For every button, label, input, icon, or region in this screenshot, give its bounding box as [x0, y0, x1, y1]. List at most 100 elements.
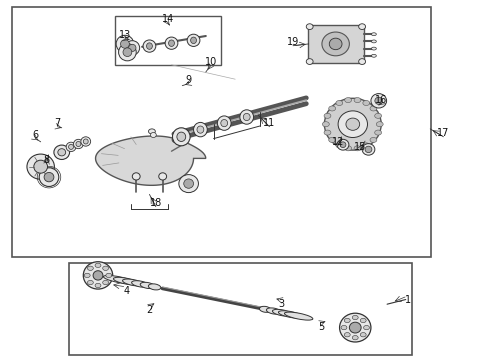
- Ellipse shape: [147, 43, 152, 49]
- Text: 8: 8: [44, 155, 49, 165]
- Ellipse shape: [179, 175, 198, 193]
- Ellipse shape: [340, 142, 346, 148]
- Ellipse shape: [259, 306, 271, 312]
- Ellipse shape: [177, 132, 186, 141]
- Ellipse shape: [114, 277, 138, 285]
- Ellipse shape: [169, 40, 174, 46]
- Ellipse shape: [338, 111, 368, 138]
- Text: 5: 5: [318, 321, 324, 332]
- Ellipse shape: [354, 146, 361, 151]
- Ellipse shape: [324, 113, 331, 118]
- Ellipse shape: [54, 145, 70, 159]
- Ellipse shape: [103, 275, 134, 284]
- Ellipse shape: [359, 59, 366, 64]
- Ellipse shape: [84, 273, 90, 278]
- Text: 17: 17: [437, 128, 450, 138]
- Ellipse shape: [278, 311, 302, 318]
- Text: 18: 18: [150, 198, 162, 208]
- Ellipse shape: [306, 24, 313, 30]
- Ellipse shape: [148, 284, 161, 290]
- Ellipse shape: [76, 141, 81, 147]
- Ellipse shape: [344, 98, 351, 103]
- Ellipse shape: [95, 283, 101, 288]
- Ellipse shape: [66, 142, 76, 152]
- Ellipse shape: [150, 132, 156, 138]
- Ellipse shape: [363, 100, 369, 105]
- Bar: [12, 7, 431, 257]
- Ellipse shape: [363, 143, 369, 148]
- Ellipse shape: [103, 266, 109, 270]
- Ellipse shape: [140, 282, 154, 289]
- Ellipse shape: [132, 281, 149, 287]
- Ellipse shape: [370, 138, 377, 143]
- Ellipse shape: [58, 149, 66, 156]
- Ellipse shape: [221, 120, 228, 127]
- Ellipse shape: [83, 139, 88, 144]
- Ellipse shape: [371, 40, 376, 43]
- Ellipse shape: [322, 32, 349, 56]
- Ellipse shape: [128, 44, 136, 51]
- Ellipse shape: [324, 98, 381, 150]
- Ellipse shape: [184, 179, 194, 188]
- Ellipse shape: [346, 118, 360, 130]
- Text: 10: 10: [205, 57, 217, 67]
- Text: 6: 6: [32, 130, 38, 140]
- Text: 14: 14: [162, 14, 174, 24]
- Ellipse shape: [143, 40, 156, 52]
- Ellipse shape: [344, 318, 350, 323]
- Ellipse shape: [87, 266, 93, 270]
- Ellipse shape: [87, 280, 93, 285]
- Ellipse shape: [159, 173, 167, 180]
- Ellipse shape: [344, 333, 350, 337]
- Ellipse shape: [194, 122, 207, 137]
- Ellipse shape: [371, 47, 376, 50]
- Ellipse shape: [336, 143, 343, 148]
- Ellipse shape: [93, 271, 103, 280]
- Ellipse shape: [44, 172, 54, 182]
- Text: 19: 19: [287, 37, 299, 47]
- Bar: [115, 16, 220, 65]
- Ellipse shape: [172, 128, 190, 146]
- Bar: [308, 25, 364, 63]
- Ellipse shape: [371, 33, 376, 36]
- Ellipse shape: [285, 312, 313, 320]
- Ellipse shape: [165, 37, 178, 49]
- Ellipse shape: [329, 106, 336, 111]
- Ellipse shape: [103, 280, 109, 285]
- Ellipse shape: [340, 313, 371, 342]
- Text: 13: 13: [119, 30, 131, 40]
- Ellipse shape: [106, 273, 112, 278]
- Ellipse shape: [187, 34, 200, 46]
- Ellipse shape: [125, 41, 140, 55]
- Ellipse shape: [329, 138, 336, 143]
- Ellipse shape: [354, 98, 361, 103]
- Ellipse shape: [364, 325, 369, 330]
- Ellipse shape: [119, 44, 136, 61]
- Ellipse shape: [360, 318, 366, 323]
- Bar: [69, 263, 412, 355]
- Ellipse shape: [375, 130, 382, 135]
- Ellipse shape: [376, 122, 383, 127]
- Ellipse shape: [371, 54, 376, 57]
- Polygon shape: [96, 136, 206, 185]
- Text: 11: 11: [264, 118, 275, 128]
- Ellipse shape: [360, 333, 366, 337]
- Ellipse shape: [375, 97, 383, 104]
- Ellipse shape: [352, 336, 358, 340]
- Ellipse shape: [324, 130, 331, 135]
- Ellipse shape: [148, 129, 155, 134]
- Ellipse shape: [34, 160, 48, 173]
- Ellipse shape: [375, 113, 382, 118]
- Ellipse shape: [132, 173, 140, 180]
- Ellipse shape: [352, 315, 358, 320]
- Ellipse shape: [336, 100, 343, 105]
- Ellipse shape: [39, 168, 59, 186]
- Text: 9: 9: [186, 75, 192, 85]
- Ellipse shape: [83, 262, 113, 289]
- Text: 16: 16: [375, 95, 388, 105]
- Ellipse shape: [267, 308, 281, 314]
- Ellipse shape: [123, 48, 132, 57]
- Ellipse shape: [69, 144, 74, 149]
- Ellipse shape: [329, 38, 342, 50]
- Ellipse shape: [349, 322, 361, 333]
